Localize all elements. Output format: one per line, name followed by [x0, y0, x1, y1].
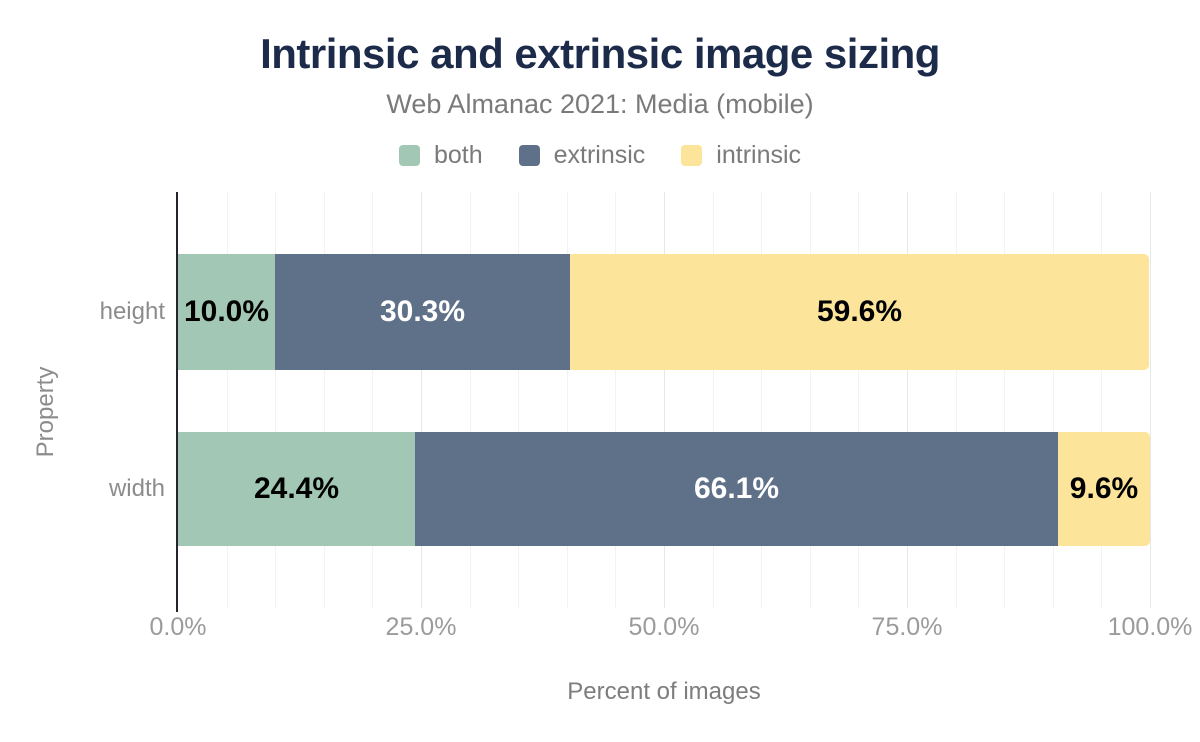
- gridline-15: [324, 192, 325, 608]
- gridline-50: [664, 192, 665, 608]
- bar-segment-height-both[interactable]: 10.0%: [178, 254, 275, 370]
- y-axis-title: Property: [32, 366, 59, 458]
- bar-row-width: 24.4% 66.1% 9.6%: [178, 432, 1150, 546]
- legend-swatch-both-icon: [398, 145, 420, 166]
- plot-area: 10.0% 30.3% 59.6% 24.4% 66.1% 9.6%: [176, 192, 1151, 612]
- chart-subtitle: Web Almanac 2021: Media (mobile): [386, 89, 814, 119]
- gridline-55: [713, 192, 714, 608]
- x-tick-label-50: 50.0%: [628, 613, 700, 641]
- gridline-65: [810, 192, 811, 608]
- bar-label-width-intrinsic: 9.6%: [1069, 472, 1139, 505]
- bar-row-height: 10.0% 30.3% 59.6%: [178, 254, 1150, 370]
- gridline-95: [1101, 192, 1102, 608]
- y-axis-line: [176, 192, 178, 612]
- gridline-10: [275, 192, 276, 608]
- chart-title: Intrinsic and extrinsic image sizing: [260, 30, 940, 77]
- legend-swatch-extrinsic-icon: [518, 145, 540, 166]
- legend-item-extrinsic[interactable]: extrinsic: [518, 141, 646, 170]
- legend-swatch-intrinsic-icon: [681, 145, 703, 166]
- bar-label-width-both: 24.4%: [253, 472, 340, 505]
- x-tick-label-0: 0.0%: [149, 613, 207, 641]
- legend-item-both[interactable]: both: [398, 141, 483, 170]
- bar-label-height-intrinsic: 59.6%: [816, 295, 903, 328]
- gridline-75: [907, 192, 908, 608]
- bar-segment-width-both[interactable]: 24.4%: [178, 432, 415, 546]
- legend-item-intrinsic[interactable]: intrinsic: [681, 141, 801, 170]
- x-tick-label-75: 75.0%: [871, 613, 943, 641]
- gridline-25: [421, 192, 422, 608]
- y-category-label-width: width: [108, 475, 165, 502]
- legend-label-intrinsic: intrinsic: [716, 141, 802, 169]
- x-axis-title: Percent of images: [567, 678, 761, 705]
- gridline-60: [761, 192, 762, 608]
- gridline-40: [567, 192, 568, 608]
- bar-segment-width-extrinsic[interactable]: 66.1%: [415, 432, 1058, 546]
- legend-label-extrinsic: extrinsic: [553, 141, 646, 169]
- bar-label-height-extrinsic: 30.3%: [379, 295, 466, 328]
- gridline-100: [1150, 192, 1151, 608]
- legend: both extrinsic intrinsic: [0, 141, 1200, 170]
- bar-segment-height-intrinsic[interactable]: 59.6%: [570, 254, 1149, 370]
- bar-label-height-both: 10.0%: [183, 295, 270, 328]
- gridline-85: [1004, 192, 1005, 608]
- y-category-label-height: height: [99, 298, 165, 325]
- bar-segment-width-intrinsic[interactable]: 9.6%: [1058, 432, 1150, 546]
- x-tick-label-25: 25.0%: [385, 613, 457, 641]
- x-tick-label-100: 100.0%: [1107, 613, 1193, 641]
- gridline-30: [470, 192, 471, 608]
- legend-label-both: both: [433, 141, 483, 169]
- gridline-5: [227, 192, 228, 608]
- gridline-80: [956, 192, 957, 608]
- gridline-20: [372, 192, 373, 608]
- gridline-70: [858, 192, 859, 608]
- gridline-35: [518, 192, 519, 608]
- gridline-90: [1053, 192, 1054, 608]
- bar-segment-height-extrinsic[interactable]: 30.3%: [275, 254, 570, 370]
- bar-label-width-extrinsic: 66.1%: [693, 472, 780, 505]
- gridline-45: [615, 192, 616, 608]
